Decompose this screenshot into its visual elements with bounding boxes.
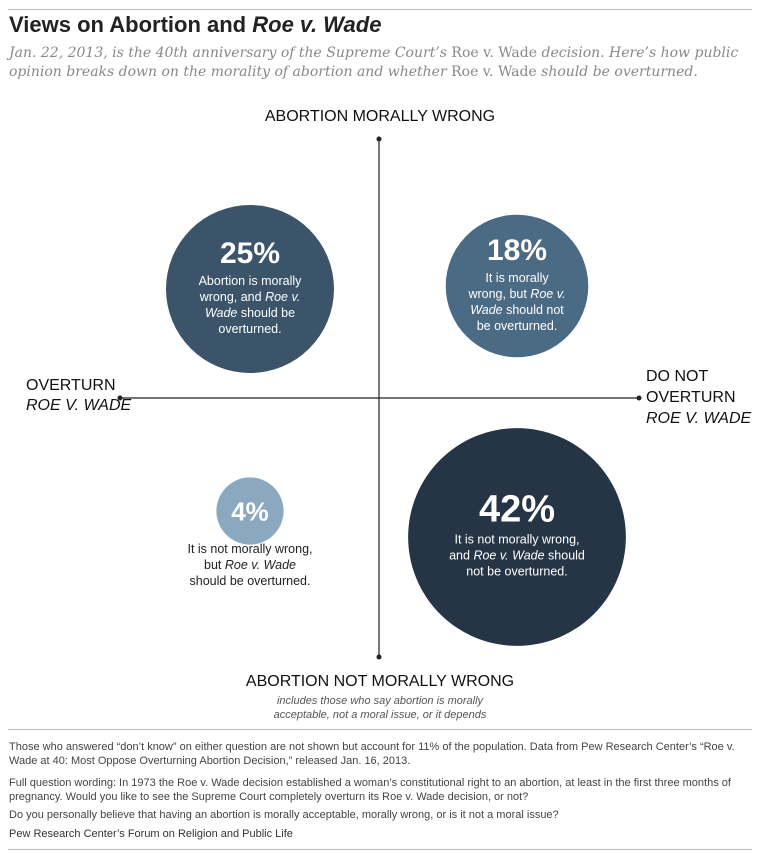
source-credit: Pew Research Center’s Forum on Religion … <box>9 828 293 840</box>
axis-end-dot-bottom <box>376 654 382 660</box>
bubble-wrong-not-overturn: 18% It is morally wrong, but Roe v. Wade sh… <box>445 214 589 358</box>
axis-end-dot-top <box>376 136 382 142</box>
description-not-wrong-overturn: It is not morally wrong, but Roe v. Wade s… <box>187 542 312 588</box>
chart-title: Views on Abortion and Roe v. Wade <box>9 12 382 37</box>
axis-bottom-note: includes those who say abortion is moral… <box>273 695 487 721</box>
footnote-question-roe: Full question wording: In 1973 the Roe v… <box>9 777 731 803</box>
value-label-not-wrong-overturn: 4% <box>231 496 269 526</box>
bubble-circle-not-wrong-not-overturn <box>408 428 626 646</box>
bottom-rule <box>8 849 752 850</box>
axis-label-top: ABORTION MORALLY WRONG <box>264 108 496 125</box>
value-label-wrong-not-overturn: 18% <box>487 234 547 267</box>
footnote-dont-know: Those who answered “don’t know” on eithe… <box>9 741 735 767</box>
axis-end-dot-right <box>636 395 642 401</box>
value-label-not-wrong-not-overturn: 42% <box>479 488 555 530</box>
bubble-not-wrong-overturn: 4% It is not morally wrong, but Roe v. Wad… <box>187 477 313 588</box>
bubbles-group: 25% Abortion is morally wrong, and Roe v. W… <box>166 205 626 646</box>
quadrant-chart: 25% Abortion is morally wrong, and Roe v. W… <box>117 136 642 660</box>
footnote-question-morality: Do you personally believe that having an… <box>9 809 559 821</box>
bubble-circle-wrong-overturn <box>166 205 334 373</box>
description-wrong-not-overturn: It is morally wrong, but Roe v. Wade shoul… <box>467 271 565 333</box>
axis-label-bottom: ABORTION NOT MORALLY WRONG <box>245 673 515 690</box>
axis-end-dot-left <box>117 395 123 401</box>
bubble-not-wrong-not-overturn: 42%It is not morally wrong, and Roe v. Wa… <box>408 428 626 646</box>
axis-label-left: OVERTURN ROE V. WADE <box>26 377 132 414</box>
axis-label-right: DO NOT OVERTURN ROE V. WADE <box>646 368 752 427</box>
top-rule <box>8 9 752 10</box>
chart-subtitle: Jan. 22, 2013, is the 40th anniversary o… <box>9 45 739 80</box>
value-label-wrong-overturn: 25% <box>220 237 280 270</box>
description-wrong-overturn: Abortion is morally wrong, and Roe v. Wade… <box>199 274 303 336</box>
bubble-circle-wrong-not-overturn <box>445 214 589 358</box>
notes-rule <box>8 729 752 730</box>
description-not-wrong-not-overturn: It is not morally wrong, and Roe v. Wade … <box>449 532 585 578</box>
bubble-wrong-overturn: 25% Abortion is morally wrong, and Roe v. W… <box>166 205 334 373</box>
bubble-circle-not-wrong-overturn <box>216 477 284 545</box>
